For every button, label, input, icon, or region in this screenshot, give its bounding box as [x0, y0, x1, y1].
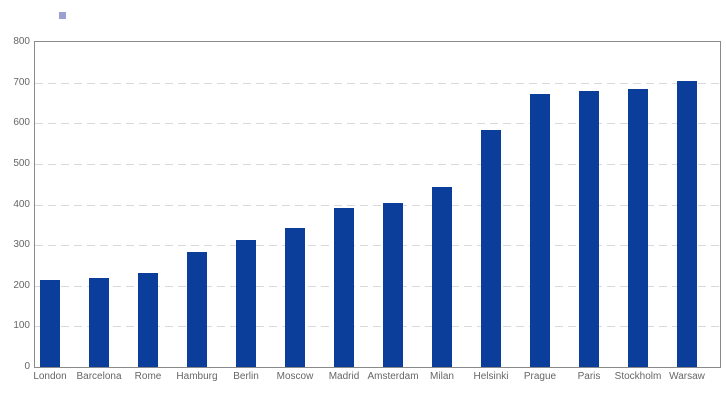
y-tick-label-700: 700: [13, 76, 30, 88]
x-tick-label-paris: Paris: [577, 371, 601, 382]
x-tick-label-warsaw: Warsaw: [669, 371, 705, 382]
legend-marker-icon: [59, 12, 66, 19]
bar-rome: [138, 273, 158, 367]
y-tick-label-500: 500: [13, 157, 30, 169]
gridline-100: [35, 326, 720, 328]
x-tick-label-london: London: [33, 371, 67, 382]
gridline-200: [35, 285, 720, 287]
bar-hamburg: [187, 252, 207, 367]
bar-barcelona: [89, 278, 109, 367]
bar-helsinki: [481, 130, 501, 367]
bar-london: [40, 280, 60, 367]
x-tick-label-barcelona: Barcelona: [76, 371, 122, 382]
y-tick-label-300: 300: [13, 239, 30, 251]
y-tick-label-200: 200: [13, 279, 30, 291]
x-tick-label-prague: Prague: [523, 371, 557, 382]
x-axis-labels: London Barcelona Rome Hamburg Berlin Moscow Ma…: [33, 371, 721, 385]
bar-paris: [579, 91, 599, 367]
gridline-600: [35, 123, 720, 125]
x-tick-label-stockholm: Stockholm: [614, 371, 662, 382]
y-axis-labels: 0 100 200 300 400 500 600 700 800: [0, 36, 30, 372]
x-tick-label-amsterdam: Amsterdam: [367, 371, 419, 382]
bar-amsterdam: [383, 203, 403, 367]
gridline-400: [35, 204, 720, 206]
y-tick-label-600: 600: [13, 117, 30, 129]
bar-berlin: [236, 240, 256, 367]
bar-milan: [432, 187, 452, 367]
bar-prague: [530, 94, 550, 367]
x-tick-label-rome: Rome: [134, 371, 162, 382]
x-tick-label-berlin: Berlin: [233, 371, 259, 382]
gridline-300: [35, 245, 720, 247]
x-tick-label-hamburg: Hamburg: [176, 371, 218, 382]
y-tick-label-400: 400: [13, 198, 30, 210]
plot-area: [34, 41, 721, 368]
bar-madrid: [334, 208, 354, 367]
gridline-700: [35, 82, 720, 84]
y-tick-label-0: 0: [24, 361, 30, 372]
bar-moscow: [285, 228, 305, 367]
x-tick-label-madrid: Madrid: [328, 371, 360, 382]
x-tick-label-helsinki: Helsinki: [473, 371, 509, 382]
y-tick-label-100: 100: [13, 320, 30, 332]
x-tick-label-milan: Milan: [430, 371, 454, 382]
gridline-500: [35, 163, 720, 165]
bar-warsaw: [677, 81, 697, 367]
y-tick-label-800: 800: [13, 36, 30, 47]
x-tick-label-moscow: Moscow: [276, 371, 314, 382]
bar-stockholm: [628, 89, 648, 367]
